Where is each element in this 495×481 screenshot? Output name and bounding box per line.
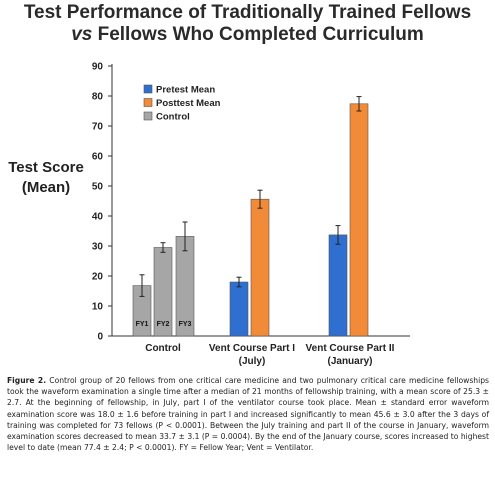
- y-tick-label: 90: [92, 62, 104, 73]
- legend-label: Control: [156, 112, 190, 123]
- legend-swatch: [143, 111, 153, 121]
- bar-inner-label: FY1: [136, 321, 149, 328]
- chart-legend: Pretest Mean Posttest Mean Control: [143, 84, 221, 123]
- bar-inner-label: FY3: [179, 321, 192, 328]
- chart-title-line-2: vs Fellows Who Completed Curriculum: [0, 24, 495, 46]
- caption-text: Control group of 20 fellows from one cri…: [7, 376, 489, 453]
- chart-axes: 0 10 20 30 40 50 60 70 80 90 Test Score (Mean): [8, 62, 410, 343]
- x-category-label: Vent Course Part II: [306, 343, 395, 354]
- chart-labels: Control Vent Course Part I (July) Vent Cour…: [145, 343, 394, 367]
- bar: [250, 198, 270, 337]
- y-tick-label: 50: [92, 182, 104, 193]
- bar: [229, 281, 249, 337]
- legend-swatch: [143, 84, 153, 94]
- chart-title-vs: vs: [71, 24, 93, 45]
- caption-lead: Figure 2.: [7, 376, 47, 385]
- figure-caption: Figure 2. Control group of 20 fellows fr…: [7, 375, 489, 453]
- y-tick-label: 0: [97, 332, 103, 343]
- chart-title-rest: Fellows Who Completed Curriculum: [92, 24, 424, 45]
- chart-title-line-1: Test Performance of Traditionally Traine…: [23, 2, 472, 23]
- y-tick-label: 80: [92, 92, 104, 103]
- x-category-sublabel: (January): [327, 356, 372, 367]
- chart-bars: FY1 FY2 FY3: [132, 96, 369, 337]
- legend-swatch: [143, 98, 153, 107]
- legend-label: Pretest Mean: [156, 85, 215, 96]
- legend-label: Posttest Mean: [156, 98, 221, 109]
- y-axis-label-line-1: Test Score: [8, 159, 84, 176]
- y-tick-label: 40: [92, 212, 104, 223]
- x-category-label: Vent Course Part I: [209, 343, 295, 354]
- y-tick-label: 70: [92, 122, 104, 133]
- bar-inner-label: FY2: [157, 321, 170, 328]
- y-axis-label-line-2: (Mean): [22, 179, 70, 196]
- y-tick-label: 30: [92, 242, 104, 253]
- y-tick-label: 10: [92, 302, 104, 313]
- x-category-label: Control: [145, 343, 181, 354]
- y-tick-label: 20: [92, 272, 104, 283]
- x-category-sublabel: (July): [239, 356, 266, 367]
- y-tick-label: 60: [92, 152, 104, 163]
- bar: [328, 234, 348, 337]
- bar: [349, 103, 369, 337]
